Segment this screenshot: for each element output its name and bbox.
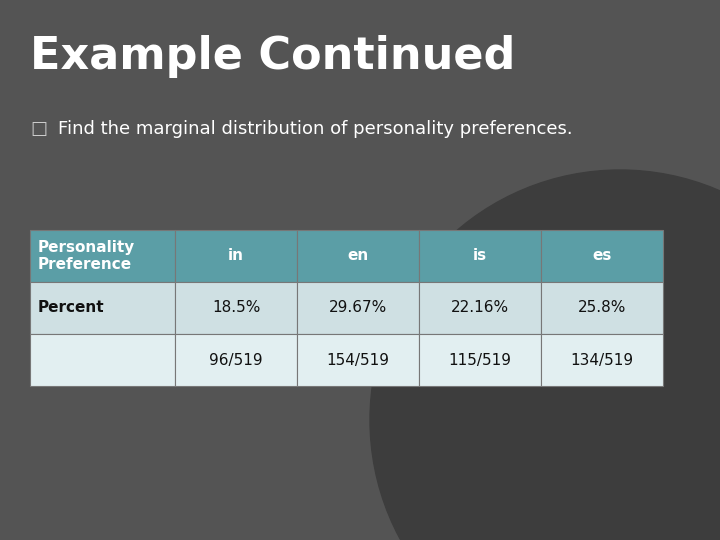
- Text: Percent: Percent: [38, 300, 104, 315]
- Bar: [541, 334, 663, 386]
- Bar: [541, 282, 663, 334]
- Bar: [297, 334, 419, 386]
- Bar: [419, 334, 541, 386]
- Bar: [297, 282, 419, 334]
- Text: es: es: [593, 248, 612, 264]
- Text: in: in: [228, 248, 244, 264]
- Bar: [541, 230, 663, 282]
- Text: 154/519: 154/519: [326, 353, 390, 368]
- Text: is: is: [473, 248, 487, 264]
- Bar: [297, 230, 419, 282]
- Text: □: □: [30, 120, 47, 138]
- Text: 134/519: 134/519: [570, 353, 634, 368]
- Text: 96/519: 96/519: [210, 353, 263, 368]
- Text: 22.16%: 22.16%: [451, 300, 509, 315]
- Text: Personality
Preference: Personality Preference: [38, 240, 135, 272]
- Bar: [175, 230, 297, 282]
- Ellipse shape: [370, 170, 720, 540]
- Text: Find the marginal distribution of personality preferences.: Find the marginal distribution of person…: [58, 120, 572, 138]
- Bar: [419, 282, 541, 334]
- Bar: [30, 334, 175, 386]
- Text: Example Continued: Example Continued: [30, 35, 516, 78]
- Text: 25.8%: 25.8%: [578, 300, 626, 315]
- Text: 29.67%: 29.67%: [329, 300, 387, 315]
- Text: 115/519: 115/519: [449, 353, 511, 368]
- Text: en: en: [347, 248, 369, 264]
- Bar: [175, 282, 297, 334]
- Bar: [30, 230, 175, 282]
- Bar: [419, 230, 541, 282]
- Bar: [30, 282, 175, 334]
- Bar: [175, 334, 297, 386]
- Text: 18.5%: 18.5%: [212, 300, 260, 315]
